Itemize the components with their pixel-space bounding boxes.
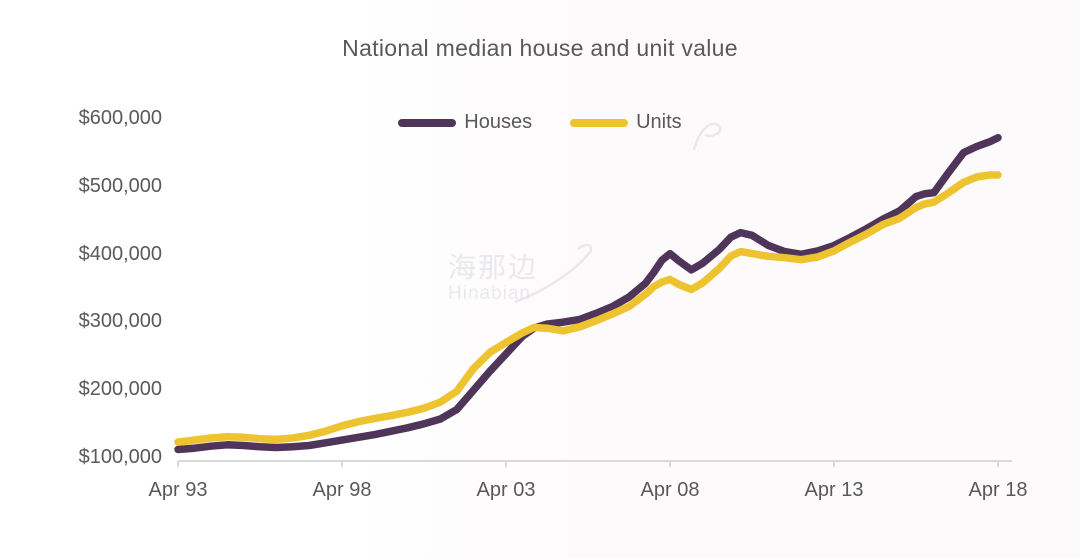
watermark-swoosh [692,122,722,151]
legend-item-houses: Houses [398,111,532,134]
y-tick-label: $100,000 [78,446,162,468]
units-line-swatch [570,118,629,127]
legend: Houses Units [0,111,1080,134]
legend-item-units: Units [570,111,682,134]
houses-line-swatch [398,118,457,127]
y-tick-label: $500,000 [78,174,162,197]
houses-line [174,133,1002,454]
x-tick-label: Apr 18 [968,479,1028,501]
units-line [174,171,1002,446]
y-tick-label: $600,000 [78,107,162,129]
y-tick-label: $200,000 [78,378,162,401]
legend-label-houses: Houses [464,111,533,133]
x-tick-label: Apr 98 [312,479,372,501]
x-tick-label: Apr 93 [148,479,208,501]
watermark-swoosh [514,243,593,304]
y-tick-label: $300,000 [78,310,162,333]
x-tick-label: Apr 03 [476,479,536,501]
legend-label-units: Units [636,111,682,133]
x-tick-label: Apr 13 [804,479,864,501]
y-tick-label: $400,000 [78,242,162,265]
x-tick-label: Apr 08 [640,479,700,501]
chart-title: National median house and unit value [342,35,738,61]
